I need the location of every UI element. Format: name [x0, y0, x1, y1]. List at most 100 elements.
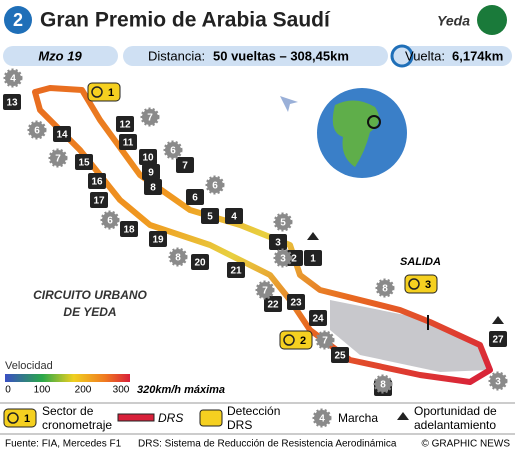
- sector-box: [404, 274, 438, 294]
- round-badge: [4, 6, 32, 34]
- turn-box: [186, 189, 204, 205]
- gear-number: 4: [319, 414, 325, 425]
- speed-scale: [5, 374, 130, 382]
- round-number: 2: [13, 10, 23, 30]
- turn-number: 18: [123, 225, 135, 236]
- overtake-arrow: [307, 232, 319, 240]
- gear-icon: [3, 68, 23, 88]
- distance: 50 vueltas – 308,45km: [213, 48, 349, 63]
- land: [330, 300, 490, 372]
- turn-number: 9: [148, 168, 154, 179]
- turn-box: [88, 173, 106, 189]
- date: Mzo 19: [38, 48, 82, 63]
- circuit-name: DE YEDA: [63, 305, 116, 319]
- turn-number: 20: [194, 258, 206, 269]
- gear-number: 6: [212, 181, 218, 192]
- overtake-arrow: [397, 412, 409, 420]
- lap: 6,174km: [452, 48, 503, 63]
- turn-number: 2: [291, 254, 297, 265]
- turn-box: [53, 126, 71, 142]
- gear-number: 3: [495, 377, 501, 388]
- turn-number: 16: [91, 177, 103, 188]
- legend-label: adelantamiento: [414, 418, 496, 432]
- turn-number: 15: [78, 158, 90, 169]
- speed-tick: 100: [34, 385, 51, 396]
- turn-box: [3, 94, 21, 110]
- gear-icon: [100, 210, 120, 230]
- sector-box: [3, 408, 37, 428]
- turn-number: 21: [230, 266, 242, 277]
- turn-box: [191, 254, 209, 270]
- turn-box: [139, 149, 157, 165]
- turn-box: [149, 231, 167, 247]
- turn-number: 22: [267, 300, 279, 311]
- turn-box: [331, 347, 349, 363]
- credit: © GRAPHIC NEWS: [422, 439, 511, 450]
- turn-box: [142, 164, 160, 180]
- location-marker: [367, 115, 381, 129]
- speed-tick: 300: [113, 385, 130, 396]
- gear-number: 6: [170, 146, 176, 157]
- title: Gran Premio de Arabia Saudí: [40, 9, 331, 32]
- legend-label: Sector de: [42, 404, 94, 418]
- gear-icon: [312, 408, 332, 428]
- turn-number: 7: [182, 161, 188, 172]
- turn-number: 6: [192, 193, 198, 204]
- turn-box: [269, 234, 287, 250]
- gear-number: 7: [147, 113, 153, 124]
- gear-icon: [140, 107, 160, 127]
- turn-box: [201, 208, 219, 224]
- speed-tick: 200: [75, 385, 92, 396]
- circuit-name: CIRCUITO URBANO: [33, 288, 147, 302]
- turn-number: 14: [56, 130, 68, 141]
- gear-number: 4: [10, 74, 16, 85]
- turn-box: [176, 157, 194, 173]
- turn-number: 12: [119, 120, 131, 131]
- legend-label: DRS: [227, 418, 252, 432]
- turn-number: 3: [275, 238, 281, 249]
- turn-box: [119, 134, 137, 150]
- sector-number: 1: [24, 413, 30, 425]
- gear-number: 7: [262, 286, 268, 297]
- gear-icon: [27, 120, 47, 140]
- distance-pill: [123, 46, 388, 66]
- speed-max: 320km/h máxima: [137, 384, 225, 396]
- turn-box: [90, 192, 108, 208]
- turn-number: 27: [492, 335, 504, 346]
- gear-icon: [163, 140, 183, 160]
- stopwatch: [408, 278, 420, 290]
- track: [32, 85, 493, 385]
- turn-box: [144, 179, 162, 195]
- lap-label: Vuelta:: [405, 48, 445, 63]
- date-pill: [3, 46, 118, 66]
- speed-title: Velocidad: [5, 360, 53, 372]
- source: Fuente: FIA, Mercedes F1: [5, 439, 122, 450]
- gear-number: 7: [55, 154, 61, 165]
- turn-box: [120, 221, 138, 237]
- turn-number: 25: [334, 351, 346, 362]
- gear-icon: [273, 248, 293, 268]
- turn-number: 11: [123, 138, 134, 149]
- gear-icon: [205, 175, 225, 195]
- city: Yeda: [437, 13, 470, 29]
- turn-box: [225, 208, 243, 224]
- gear-number: 8: [380, 380, 386, 391]
- gear-icon: [48, 148, 68, 168]
- turn-number: 1: [310, 254, 316, 265]
- speed-tick: 0: [5, 385, 11, 396]
- gear-number: 6: [34, 126, 40, 137]
- turn-number: 19: [152, 235, 164, 246]
- gear-number: 8: [382, 284, 388, 295]
- turn-number: 8: [150, 183, 156, 194]
- turn-number: 10: [142, 153, 154, 164]
- stopwatch: [91, 86, 103, 98]
- sector-box: [279, 330, 313, 350]
- gear-icon: [315, 330, 335, 350]
- start-label: SALIDA: [400, 256, 441, 268]
- sector-number: 1: [108, 87, 114, 99]
- legend-label: Marcha: [338, 411, 378, 425]
- flag: [477, 5, 507, 35]
- legend-label: Detección: [227, 404, 280, 418]
- stopwatch: [283, 334, 295, 346]
